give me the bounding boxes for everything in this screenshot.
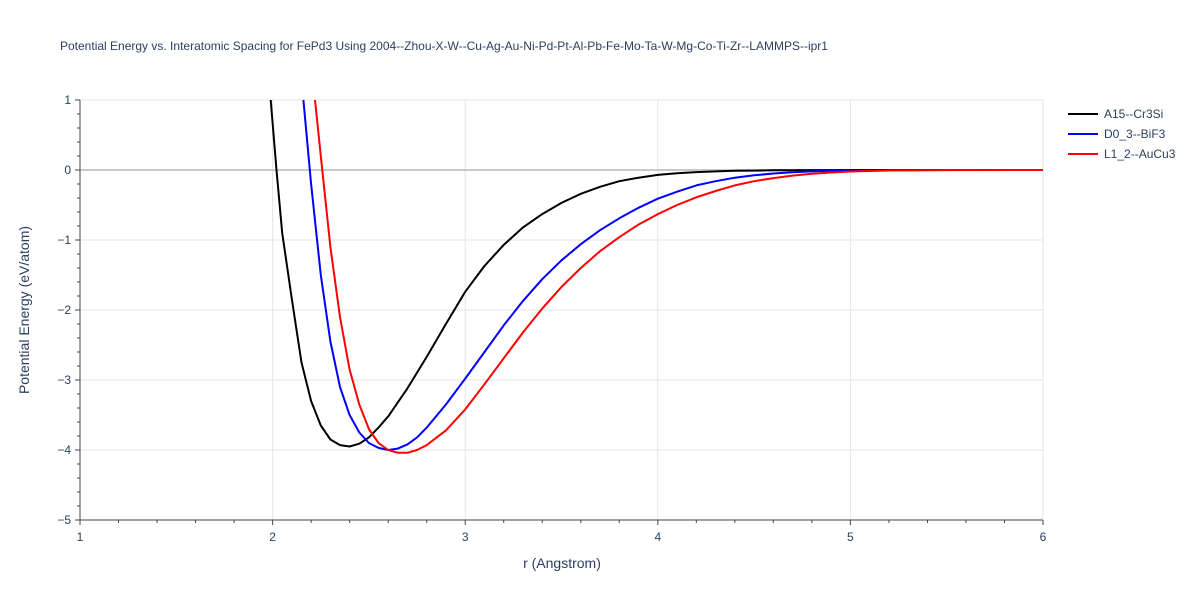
legend-label: L1_2--AuCu3	[1104, 147, 1176, 161]
y-tick-label: 0	[64, 163, 71, 177]
x-tick-label: 5	[847, 530, 854, 544]
grid-lines	[80, 99, 1044, 520]
x-tick-label: 2	[269, 530, 276, 544]
x-tick-label: 1	[77, 530, 84, 544]
y-tick-label: −1	[57, 233, 71, 247]
x-axis-title: r (Angstrom)	[523, 555, 601, 571]
legend: A15--Cr3Si D0_3--BiF3 L1_2--AuCu3	[1068, 107, 1176, 161]
series-line	[269, 100, 1043, 448]
x-tick-label: 6	[1040, 530, 1047, 544]
x-tick-label: 3	[462, 530, 469, 544]
y-tick-label: 1	[64, 93, 71, 107]
y-tick-label: −3	[57, 373, 71, 387]
legend-label: A15--Cr3Si	[1104, 107, 1163, 121]
y-tick-label: −4	[57, 443, 71, 457]
y-axis-title: Potential Energy (eV/atom)	[16, 226, 32, 394]
legend-label: D0_3--BiF3	[1104, 127, 1166, 141]
axes: 1 2 3 4 5 6 −5 −4 −3 −2 −1 0 1	[57, 93, 1046, 544]
y-tick-label: −5	[57, 513, 71, 527]
series-line	[302, 100, 1043, 451]
y-tick-label: −2	[57, 303, 71, 317]
chart-title: Potential Energy vs. Interatomic Spacing…	[60, 39, 828, 53]
x-tick-label: 4	[654, 530, 661, 544]
plot-area	[269, 100, 1043, 454]
series-line	[314, 100, 1043, 454]
